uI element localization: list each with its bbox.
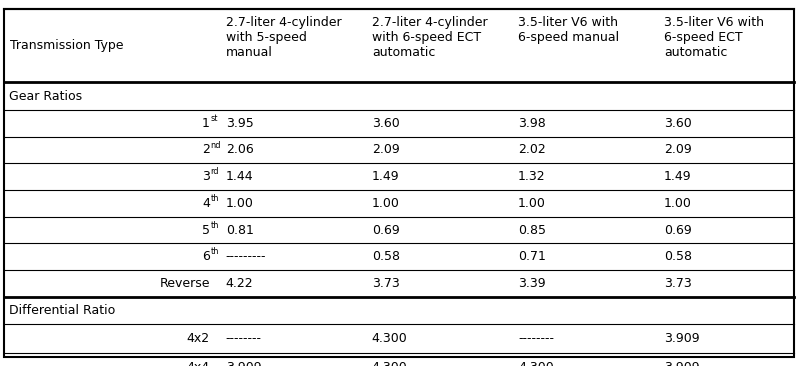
- Text: 2.7-liter 4-cylinder
with 6-speed ECT
automatic: 2.7-liter 4-cylinder with 6-speed ECT au…: [372, 16, 488, 59]
- Text: 3.909: 3.909: [664, 361, 700, 366]
- Text: 0.81: 0.81: [226, 224, 254, 236]
- Text: rd: rd: [211, 167, 219, 176]
- Text: --------: --------: [518, 332, 554, 345]
- Text: 2.02: 2.02: [518, 143, 546, 156]
- Text: 4: 4: [202, 197, 210, 210]
- Text: th: th: [211, 247, 219, 257]
- Text: 3.909: 3.909: [226, 361, 262, 366]
- Text: 3.60: 3.60: [372, 117, 400, 130]
- Text: Reverse: Reverse: [160, 277, 210, 290]
- Text: 4.300: 4.300: [372, 332, 408, 345]
- Text: 4.300: 4.300: [372, 361, 408, 366]
- Text: 3.73: 3.73: [664, 277, 692, 290]
- Text: 1.49: 1.49: [664, 170, 692, 183]
- Text: 1.00: 1.00: [518, 197, 546, 210]
- Text: 2.09: 2.09: [664, 143, 692, 156]
- Text: 3.909: 3.909: [664, 332, 700, 345]
- Text: 1.32: 1.32: [518, 170, 546, 183]
- Text: nd: nd: [211, 141, 221, 150]
- Text: 1.00: 1.00: [664, 197, 692, 210]
- Text: 3.5-liter V6 with
6-speed ECT
automatic: 3.5-liter V6 with 6-speed ECT automatic: [664, 16, 764, 59]
- Text: 2.7-liter 4-cylinder
with 5-speed
manual: 2.7-liter 4-cylinder with 5-speed manual: [226, 16, 342, 59]
- Text: 2: 2: [202, 143, 210, 156]
- Text: 4x2: 4x2: [187, 332, 210, 345]
- Text: 4.22: 4.22: [226, 277, 254, 290]
- Text: 0.69: 0.69: [664, 224, 692, 236]
- Text: th: th: [211, 221, 219, 230]
- Text: 1.00: 1.00: [226, 197, 254, 210]
- Text: 1.00: 1.00: [372, 197, 400, 210]
- Text: 3.60: 3.60: [664, 117, 692, 130]
- Text: Gear Ratios: Gear Ratios: [9, 90, 82, 102]
- Text: 3.73: 3.73: [372, 277, 400, 290]
- Text: 2.06: 2.06: [226, 143, 254, 156]
- Text: 1.44: 1.44: [226, 170, 254, 183]
- Text: --------: --------: [226, 332, 262, 345]
- Text: Differential Ratio: Differential Ratio: [9, 304, 115, 317]
- Text: 3.5-liter V6 with
6-speed manual: 3.5-liter V6 with 6-speed manual: [518, 16, 619, 44]
- Text: 1: 1: [202, 117, 210, 130]
- Text: 4x4: 4x4: [187, 361, 210, 366]
- Text: 0.58: 0.58: [664, 250, 692, 263]
- Text: 4.300: 4.300: [518, 361, 554, 366]
- Text: 3.98: 3.98: [518, 117, 546, 130]
- Text: 6: 6: [202, 250, 210, 263]
- Text: 3.95: 3.95: [226, 117, 254, 130]
- Text: Transmission Type: Transmission Type: [10, 39, 124, 52]
- Text: 5: 5: [202, 224, 210, 236]
- Text: 3: 3: [202, 170, 210, 183]
- Text: 0.58: 0.58: [372, 250, 400, 263]
- Text: st: st: [211, 114, 218, 123]
- Text: th: th: [211, 194, 219, 203]
- Text: 2.09: 2.09: [372, 143, 400, 156]
- Text: ---------: ---------: [226, 250, 267, 263]
- Text: 0.69: 0.69: [372, 224, 400, 236]
- Text: 0.85: 0.85: [518, 224, 546, 236]
- Text: 1.49: 1.49: [372, 170, 400, 183]
- Text: 0.71: 0.71: [518, 250, 546, 263]
- Text: 3.39: 3.39: [518, 277, 546, 290]
